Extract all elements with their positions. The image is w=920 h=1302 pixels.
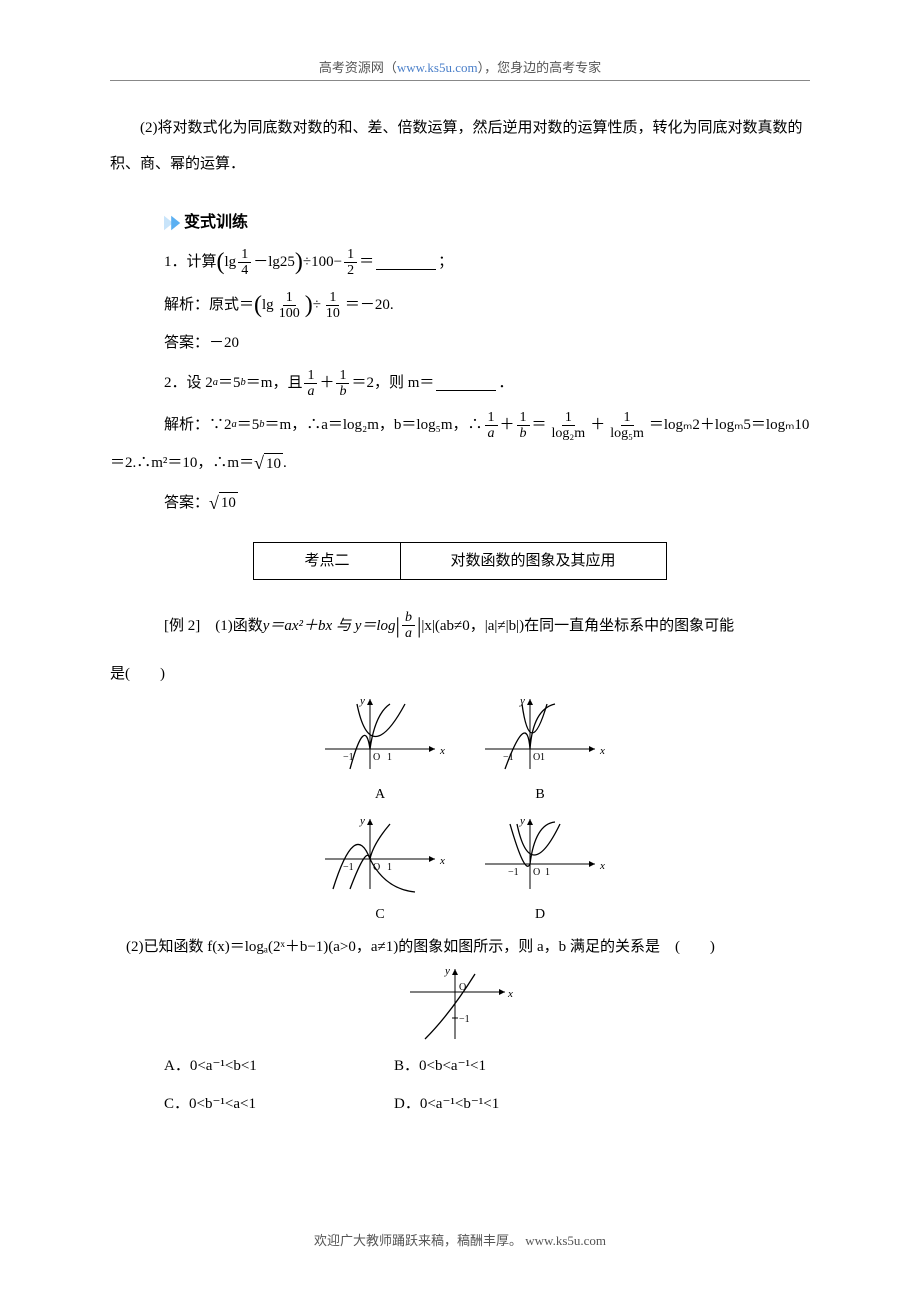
option-C: C．0<b⁻¹<a<1 bbox=[164, 1092, 394, 1116]
svg-text:−1: −1 bbox=[343, 862, 354, 873]
svg-text:y: y bbox=[519, 815, 525, 827]
svg-text:O: O bbox=[373, 862, 380, 873]
graph-row-2: x y O −1 1 C x y O −1 1 bbox=[110, 814, 810, 926]
q1-answer: 答案：－20 bbox=[164, 333, 810, 354]
footer-prefix: 欢迎广大教师踊跃来稿，稿酬丰厚。 bbox=[314, 1233, 525, 1248]
graph-B: x y O −1 1 B bbox=[475, 694, 605, 806]
page-footer: 欢迎广大教师踊跃来稿，稿酬丰厚。 www.ks5u.com bbox=[0, 1231, 920, 1252]
topic-left: 考点二 bbox=[254, 542, 400, 579]
page-header: 高考资源网（www.ks5u.com），您身边的高考专家 bbox=[0, 58, 920, 79]
header-prefix: 高考资源网（ bbox=[319, 60, 397, 75]
variant-training-header: 变式训练 bbox=[164, 210, 810, 236]
svg-text:y: y bbox=[359, 815, 365, 827]
graph-row-1: x y O −1 1 A x y O −1 1 bbox=[110, 694, 810, 806]
svg-text:1: 1 bbox=[387, 862, 392, 873]
example2-part1-cont: 是( ) bbox=[110, 662, 810, 686]
q2-answer: 答案： √10 bbox=[164, 491, 810, 516]
svg-text:O: O bbox=[373, 752, 380, 763]
main-content: (2)将对数式化为同底数对数的和、差、倍数运算，然后逆用对数的运算性质，转化为同… bbox=[110, 110, 810, 1116]
example2-part1: [例 2] (1)函数 y＝ax²＋bx 与 y＝log | ba | |x| … bbox=[164, 604, 810, 648]
svg-text:−1: −1 bbox=[459, 1014, 470, 1025]
footer-url: www.ks5u.com bbox=[525, 1233, 606, 1248]
option-A: A．0<a⁻¹<b<1 bbox=[164, 1054, 394, 1078]
svg-text:−1: −1 bbox=[508, 867, 519, 878]
svg-text:O: O bbox=[533, 867, 540, 878]
svg-text:x: x bbox=[599, 860, 605, 872]
q2-problem: 2．设 2a ＝5b ＝m，且 1a ＋ 1b ＝2，则 m＝ ． bbox=[164, 368, 810, 400]
q2-solution-line1: 解析：∵2a ＝5b ＝m，∴a＝log₂m，b＝log₅m，∴ 1a ＋ 1b… bbox=[164, 410, 810, 442]
header-url: www.ks5u.com bbox=[397, 60, 478, 75]
graph-A: x y O −1 1 A bbox=[315, 694, 445, 806]
topic-table: 考点二 对数函数的图象及其应用 bbox=[253, 542, 666, 580]
svg-text:x: x bbox=[439, 855, 445, 867]
svg-text:x: x bbox=[599, 745, 605, 757]
q1-problem: 1．计算 ( lg 14 －lg25 ) ÷100 − 12 ＝ ； bbox=[164, 246, 810, 280]
option-B: B．0<b<a⁻¹<1 bbox=[394, 1054, 624, 1078]
q2-solution-line2: ＝2.∴m²＝10，∴m＝ √10 . bbox=[110, 451, 810, 476]
paragraph-intro: (2)将对数式化为同底数对数的和、差、倍数运算，然后逆用对数的运算性质，转化为同… bbox=[110, 110, 810, 182]
example2-graph: x y O −1 bbox=[110, 964, 810, 1044]
example2-part2: (2)已知函数 f(x)＝logₐ(2ˣ＋b−1)(a>0，a≠1)的图象如图所… bbox=[126, 937, 810, 958]
svg-text:x: x bbox=[507, 988, 513, 1000]
arrow-icon bbox=[164, 215, 182, 231]
header-suffix: ），您身边的高考专家 bbox=[478, 60, 602, 75]
topic-right: 对数函数的图象及其应用 bbox=[400, 542, 666, 579]
svg-text:y: y bbox=[444, 965, 450, 977]
svg-text:1: 1 bbox=[387, 752, 392, 763]
svg-text:1: 1 bbox=[540, 752, 545, 763]
svg-text:y: y bbox=[359, 695, 365, 707]
q1-solution: 解析：原式＝ ( lg 1100 ) ÷ 110 ＝－20. bbox=[164, 289, 810, 323]
options-grid: A．0<a⁻¹<b<1 B．0<b<a⁻¹<1 C．0<b⁻¹<a<1 D．0<… bbox=[164, 1054, 810, 1116]
option-D: D．0<a⁻¹<b⁻¹<1 bbox=[394, 1092, 624, 1116]
q1-blank bbox=[376, 255, 436, 270]
svg-text:O: O bbox=[459, 982, 466, 993]
graph-D: x y O −1 1 D bbox=[475, 814, 605, 926]
graph-C: x y O −1 1 C bbox=[315, 814, 445, 926]
variant-training-title: 变式训练 bbox=[184, 210, 248, 236]
svg-text:x: x bbox=[439, 745, 445, 757]
q2-blank bbox=[436, 376, 496, 391]
header-divider bbox=[110, 80, 810, 81]
svg-text:1: 1 bbox=[545, 867, 550, 878]
